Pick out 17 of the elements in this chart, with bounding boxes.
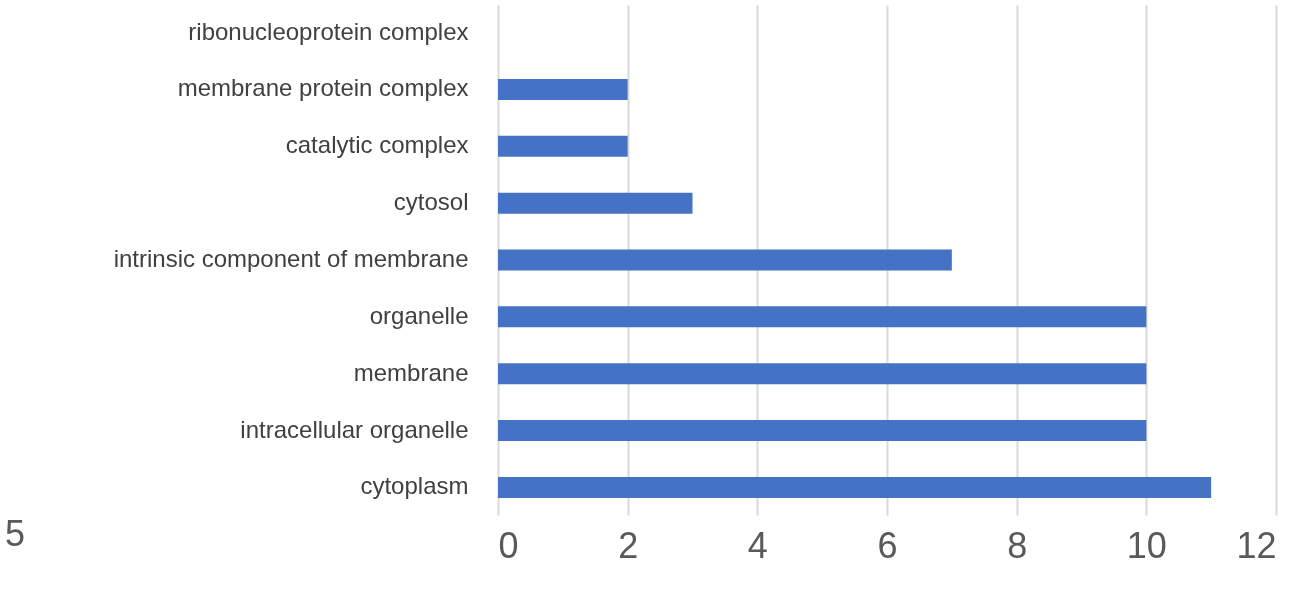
- x-tick-label: 4: [747, 524, 768, 566]
- x-tick-label: 12: [1236, 524, 1277, 566]
- x-tick-label: 0: [498, 524, 519, 566]
- text: 5: [5, 513, 26, 554]
- x-tick-label: 8: [1007, 524, 1028, 566]
- y-tick-label: organelle: [369, 301, 469, 329]
- y-tick-label: intrinsic component of membrane: [113, 245, 469, 272]
- y-tick-label: membrane: [353, 358, 469, 386]
- y-tick-label: cytosol: [393, 188, 469, 216]
- y-tick-label: cytoplasm: [360, 472, 469, 500]
- y-tick-label: catalytic complex: [285, 131, 469, 159]
- x-tick-label: 2: [618, 524, 639, 566]
- x-tick-label: 10: [1126, 524, 1167, 566]
- y-tick-label: ribonucleoprotein complex: [188, 17, 469, 45]
- y-tick-label: intracellular organelle: [240, 415, 469, 443]
- x-tick-label: 6: [877, 524, 898, 566]
- y-tick-label: membrane protein complex: [177, 74, 469, 102]
